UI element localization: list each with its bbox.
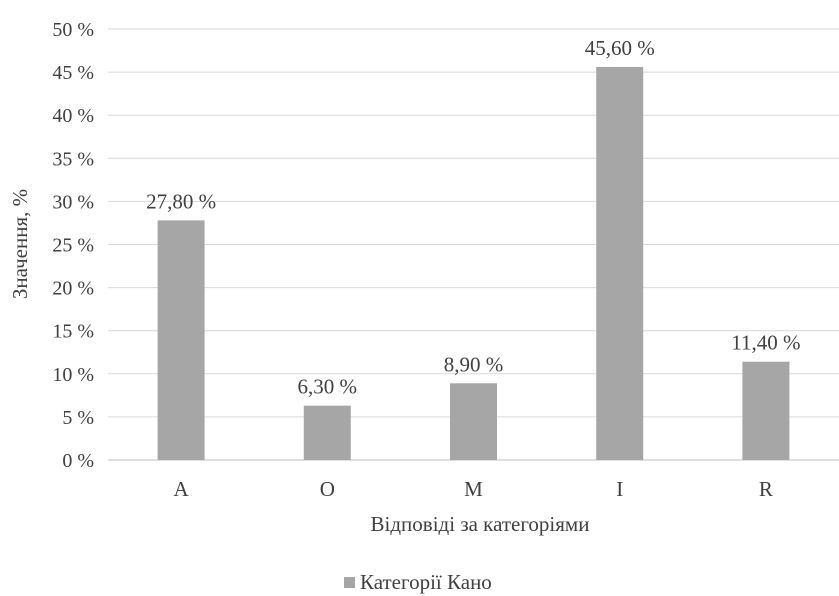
bar-m xyxy=(450,383,497,460)
data-label-r: 11,40 % xyxy=(731,331,800,355)
bar-r xyxy=(742,361,790,460)
legend: Категорії Кано xyxy=(344,570,492,594)
y-tick-label: 20 % xyxy=(52,278,94,300)
y-tick-label: 50 % xyxy=(52,19,94,41)
x-category-label: R xyxy=(759,477,773,501)
y-axis-title: Значення, % xyxy=(8,189,32,299)
bar-o xyxy=(303,405,351,460)
legend-label: Категорії Кано xyxy=(360,570,492,594)
y-tick-label: 10 % xyxy=(52,364,94,386)
legend-swatch xyxy=(344,577,355,588)
y-tick-label: 35 % xyxy=(52,148,94,170)
x-category-label: A xyxy=(174,477,190,501)
y-tick-label: 5 % xyxy=(62,407,94,429)
data-labels: 27,80 % 6,30 % 8,90 % 45,60 % 11,40 % xyxy=(146,36,800,399)
y-tick-label: 0 % xyxy=(62,450,94,472)
y-tick-label: 15 % xyxy=(52,321,94,343)
bar-i xyxy=(596,66,644,460)
x-category-label: I xyxy=(616,477,623,501)
x-category-label: M xyxy=(464,477,483,501)
y-axis-ticks: 0 % 5 % 10 % 15 % 20 % 25 % 30 % 35 % 40 % 45 % 50… xyxy=(52,19,94,472)
y-tick-label: 30 % xyxy=(52,191,94,213)
x-axis-title: Відповіді за категоріями xyxy=(371,512,590,536)
bars xyxy=(157,66,790,460)
gridlines xyxy=(108,28,839,461)
data-label-a: 27,80 % xyxy=(146,189,216,213)
y-tick-label: 45 % xyxy=(52,62,94,84)
data-label-m: 8,90 % xyxy=(444,352,504,376)
data-label-o: 6,30 % xyxy=(298,375,358,399)
y-tick-label: 25 % xyxy=(52,235,94,257)
x-category-label: O xyxy=(320,477,335,501)
bar-a xyxy=(157,220,205,460)
data-label-i: 45,60 % xyxy=(585,36,655,60)
y-tick-label: 40 % xyxy=(52,105,94,127)
